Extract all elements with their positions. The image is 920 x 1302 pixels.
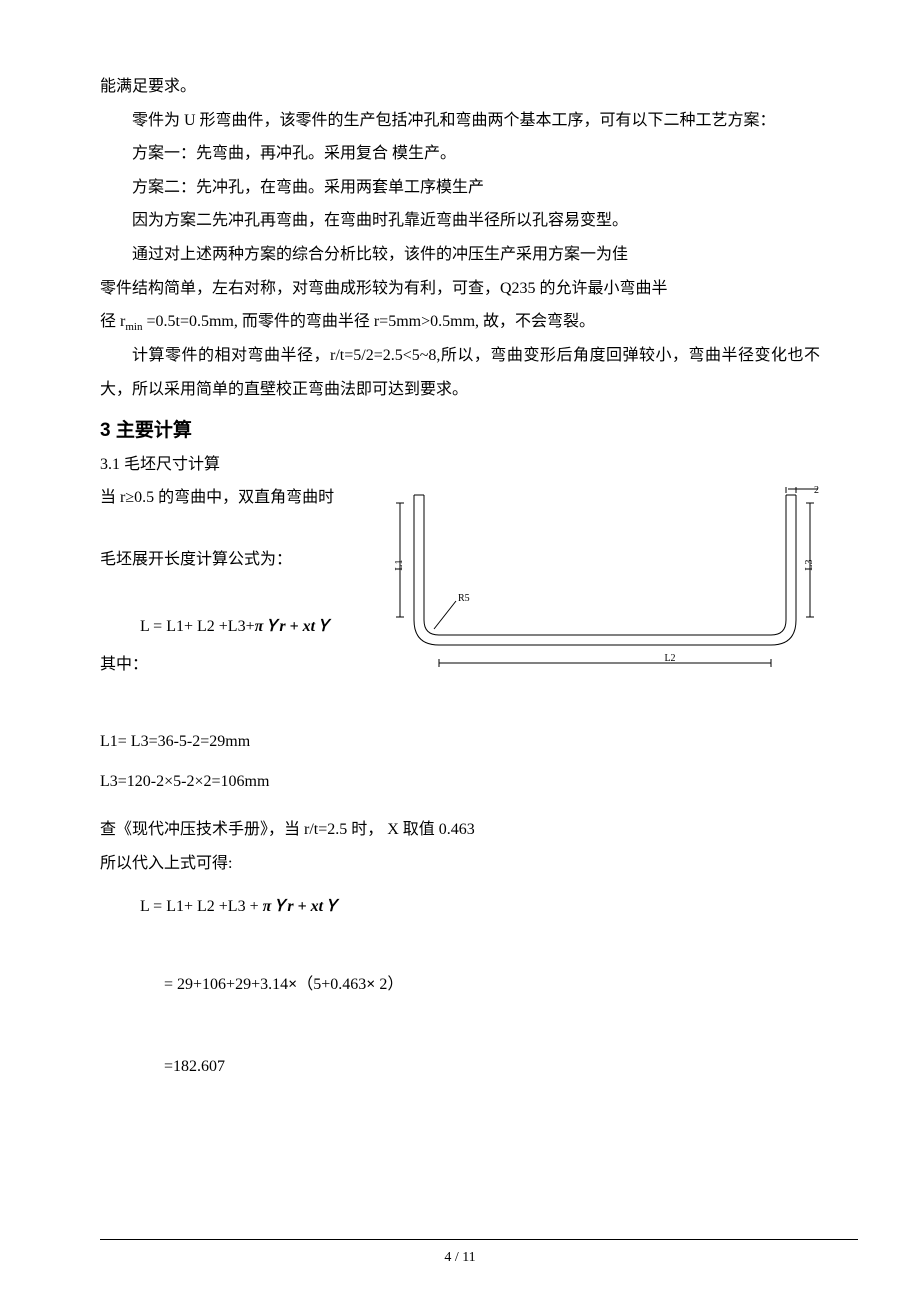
formula-5e: 2） — [375, 976, 403, 993]
para-8: 3.1 毛坯尺寸计算 — [100, 448, 820, 482]
para-0: 能满足要求。 — [100, 70, 820, 104]
formula-3: L3=120-2×5-2×2=106mm — [100, 773, 820, 791]
para-11: 其中： — [100, 648, 380, 682]
para-7: 计算零件的相对弯曲半径，r/t=5/2=2.5<5~8,所以，弯曲变形后角度回弹… — [100, 339, 820, 406]
u-bend-diagram: L1 L3 L2 R5 2 — [390, 485, 820, 685]
formula-5a: = 29+106+29+3.14 — [164, 976, 288, 993]
para-4: 因为方案二先冲孔再弯曲，在弯曲时孔靠近弯曲半径所以孔容易变型。 — [100, 204, 820, 238]
para-2: 方案一：先弯曲，再冲孔。采用复合 模生产。 — [100, 137, 820, 171]
para-6b: 径 rmin =0.5t=0.5mm, 而零件的弯曲半径 r=5mm>0.5mm… — [100, 305, 820, 339]
formula-4a: L = L1+ L2 +L3 + — [140, 898, 263, 915]
formula-5c: （5+0.463 — [297, 976, 366, 993]
formula-4: L = L1+ L2 +L3 + πＹr + xtＹ — [140, 892, 820, 916]
label-l3: L3 — [804, 560, 815, 571]
para-10: 毛坯展开长度计算公式为： — [100, 543, 380, 577]
para-9: 当 r≥0.5 的弯曲中，双直角弯曲时 — [100, 481, 380, 515]
heading-3: 3 主要计算 — [100, 415, 820, 442]
label-l1: L1 — [394, 560, 405, 571]
footer-divider — [100, 1239, 858, 1240]
label-t2: 2 — [814, 485, 819, 496]
para-12: 查《现代冲压技术手册》，当 r/t=2.5 时， X 取值 0.463 — [100, 813, 820, 847]
formula-2: L1= L3=36-5-2=29mm — [100, 733, 820, 751]
formula-4b: πＹr + xtＹ — [263, 898, 340, 915]
page-number: 4 / 11 — [0, 1250, 920, 1266]
formula-1: L = L1+ L2 +L3+πＹr + xtＹ — [140, 612, 380, 636]
formula-6: =182.607 — [164, 1058, 820, 1076]
formula-5b: × — [288, 976, 297, 993]
formula-5: = 29+106+29+3.14×（5+0.463× 2） — [164, 970, 820, 994]
para-6b-sub: min — [125, 321, 142, 333]
para-13: 所以代入上式可得: — [100, 847, 820, 881]
label-l2: L2 — [664, 653, 675, 664]
para-3: 方案二：先冲孔，在弯曲。采用两套单工序模生产 — [100, 171, 820, 205]
formula-1b: πＹr + xtＹ — [255, 618, 332, 635]
para-6b-post: =0.5t=0.5mm, 而零件的弯曲半径 r=5mm>0.5mm, 故，不会弯… — [142, 313, 595, 330]
formula-1a: L = L1+ L2 +L3+ — [140, 618, 255, 635]
label-r5: R5 — [458, 593, 470, 604]
formula-5d: × — [366, 976, 375, 993]
para-6a: 零件结构简单，左右对称，对弯曲成形较为有利，可查，Q235 的允许最小弯曲半 — [100, 272, 820, 306]
para-5: 通过对上述两种方案的综合分析比较，该件的冲压生产采用方案一为佳 — [100, 238, 820, 272]
para-6b-pre: 径 r — [100, 313, 125, 330]
para-1: 零件为 U 形弯曲件，该零件的生产包括冲孔和弯曲两个基本工序，可有以下二种工艺方… — [100, 104, 820, 138]
